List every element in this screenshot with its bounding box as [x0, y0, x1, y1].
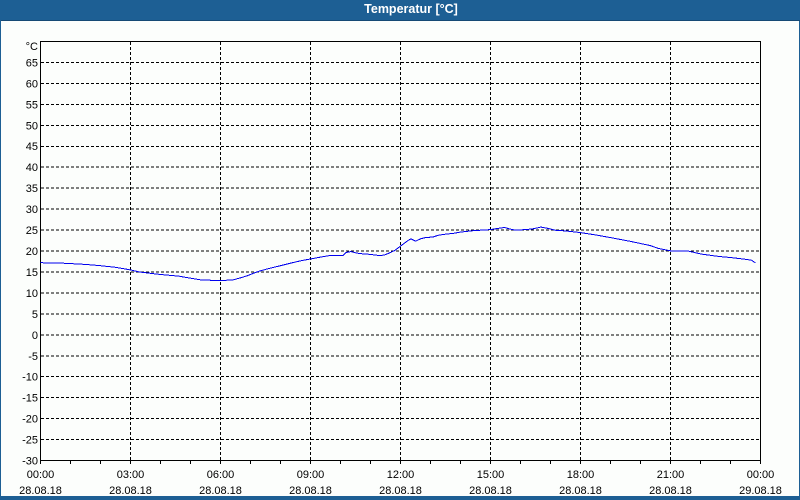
svg-text:12:00: 12:00 [387, 469, 415, 481]
svg-text:-20: -20 [22, 414, 38, 426]
svg-text:21:00: 21:00 [657, 469, 685, 481]
svg-text:15:00: 15:00 [477, 469, 505, 481]
svg-text:10: 10 [26, 288, 38, 300]
svg-text:28.08.18: 28.08.18 [469, 485, 512, 497]
svg-text:09:00: 09:00 [297, 469, 325, 481]
svg-text:28.08.18: 28.08.18 [289, 485, 332, 497]
svg-text:29.08.18: 29.08.18 [739, 485, 782, 497]
svg-text:00:00: 00:00 [27, 469, 55, 481]
svg-text:15: 15 [26, 267, 38, 279]
svg-text:60: 60 [26, 78, 38, 90]
svg-text:55: 55 [26, 99, 38, 111]
svg-text:0: 0 [32, 330, 38, 342]
svg-text:30: 30 [26, 204, 38, 216]
svg-text:35: 35 [26, 183, 38, 195]
svg-text:°C: °C [26, 41, 38, 53]
svg-text:-10: -10 [22, 372, 38, 384]
svg-text:28.08.18: 28.08.18 [559, 485, 602, 497]
svg-text:00:00: 00:00 [747, 469, 775, 481]
svg-text:-30: -30 [22, 456, 38, 468]
svg-text:-5: -5 [28, 351, 38, 363]
svg-text:28.08.18: 28.08.18 [379, 485, 422, 497]
svg-text:-15: -15 [22, 393, 38, 405]
svg-text:-25: -25 [22, 435, 38, 447]
svg-text:50: 50 [26, 120, 38, 132]
svg-text:45: 45 [26, 141, 38, 153]
svg-text:06:00: 06:00 [207, 469, 235, 481]
svg-text:5: 5 [32, 309, 38, 321]
svg-text:28.08.18: 28.08.18 [199, 485, 242, 497]
svg-text:65: 65 [26, 58, 38, 70]
svg-text:03:00: 03:00 [117, 469, 145, 481]
svg-text:20: 20 [26, 246, 38, 258]
svg-text:18:00: 18:00 [567, 469, 595, 481]
svg-text:28.08.18: 28.08.18 [649, 485, 692, 497]
svg-text:25: 25 [26, 225, 38, 237]
svg-text:28.08.18: 28.08.18 [109, 485, 152, 497]
svg-text:28.08.18: 28.08.18 [19, 485, 62, 497]
svg-text:40: 40 [26, 162, 38, 174]
